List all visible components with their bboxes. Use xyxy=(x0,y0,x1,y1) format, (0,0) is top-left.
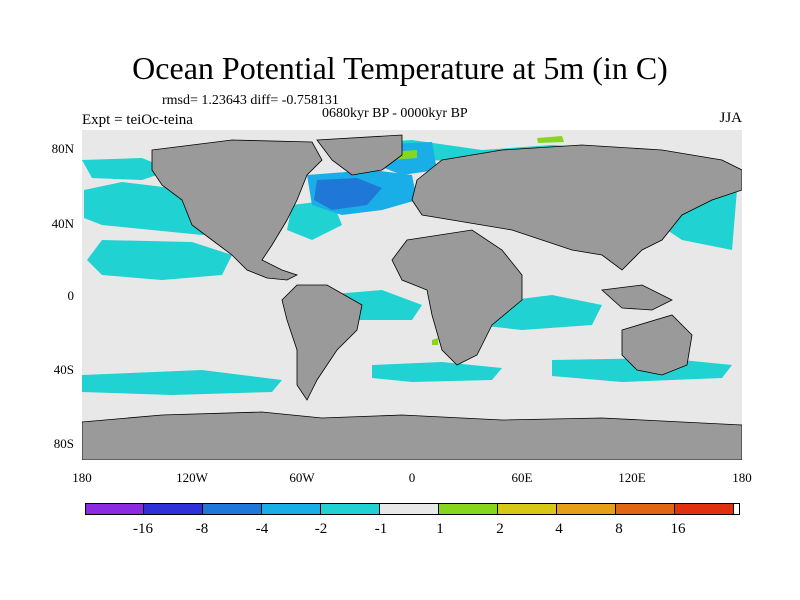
colorbar-swatch xyxy=(203,503,262,515)
africa-land xyxy=(391,229,523,366)
antarctica-land xyxy=(82,411,742,460)
lat-tick-40s: 40S xyxy=(53,362,74,377)
australia-land xyxy=(621,314,693,376)
colorbar-label: -8 xyxy=(195,521,209,537)
colorbar-swatch xyxy=(498,503,557,515)
lon-tick-60e: 60E xyxy=(511,470,533,485)
lon-tick-180w: 180 xyxy=(72,470,92,485)
lon-tick-180e: 180 xyxy=(732,470,752,485)
bering-arctic-anomaly xyxy=(82,158,172,180)
lat-tick-80s: 80S xyxy=(53,436,74,451)
southern-ocean-pacific-band xyxy=(82,370,282,395)
lon-tick-0: 0 xyxy=(408,470,416,485)
colorbar-label: 8 xyxy=(615,521,623,537)
land-masses xyxy=(82,134,742,460)
lon-tick-60w: 60W xyxy=(289,470,315,485)
colorbar-swatch xyxy=(675,503,734,515)
colorbar-swatch xyxy=(439,503,498,515)
colorbar-label: 4 xyxy=(555,521,563,537)
colorbar-label: -2 xyxy=(314,521,328,537)
colorbar-swatch xyxy=(557,503,616,515)
greenland-land xyxy=(316,134,403,176)
lat-tick-80n: 80N xyxy=(51,141,74,156)
colorbar-swatch xyxy=(616,503,675,515)
north-america-land xyxy=(151,139,323,281)
colorbar-label: -16 xyxy=(133,521,153,537)
colorbar-label: 2 xyxy=(496,521,504,537)
plot-title: Ocean Potential Temperature at 5m (in C) xyxy=(132,50,668,86)
colorbar-label: -1 xyxy=(374,521,388,537)
time-period-label: 0680kyr BP - 0000kyr BP xyxy=(322,106,468,121)
east-pacific-anomaly xyxy=(87,240,232,280)
colorbar-swatch xyxy=(85,503,144,515)
colorbar xyxy=(85,503,734,515)
rmsd-diff-stats: rmsd= 1.23643 diff= -0.758131 xyxy=(162,93,339,108)
southern-ocean-atlantic-band xyxy=(372,362,502,382)
colorbar-swatch xyxy=(262,503,321,515)
lon-tick-120w: 120W xyxy=(176,470,208,485)
colorbar-label: -4 xyxy=(255,521,269,537)
lat-tick-0: 0 xyxy=(67,288,75,303)
colorbar-swatch xyxy=(144,503,203,515)
maritime-continent-land xyxy=(601,284,673,311)
experiment-label: Expt = teiOc-teina xyxy=(82,112,193,128)
colorbar-label: 16 xyxy=(670,521,686,537)
colorbar-swatch xyxy=(380,503,439,515)
colorbar-swatch xyxy=(321,503,380,515)
barents-green-patch xyxy=(537,136,564,143)
colorbar-label: 1 xyxy=(436,521,444,537)
lat-tick-40n: 40N xyxy=(51,216,74,231)
world-anomaly-map xyxy=(82,130,742,460)
season-label: JJA xyxy=(719,110,742,126)
north-atlantic-deepblue-core xyxy=(314,178,382,210)
eurasia-land xyxy=(411,144,742,271)
colorbar-frame xyxy=(85,503,740,515)
anomaly-deepblue-regions xyxy=(314,178,382,210)
south-atlantic-green-patch xyxy=(432,338,438,345)
lon-tick-120e: 120E xyxy=(618,470,646,485)
south-america-land xyxy=(281,284,363,401)
